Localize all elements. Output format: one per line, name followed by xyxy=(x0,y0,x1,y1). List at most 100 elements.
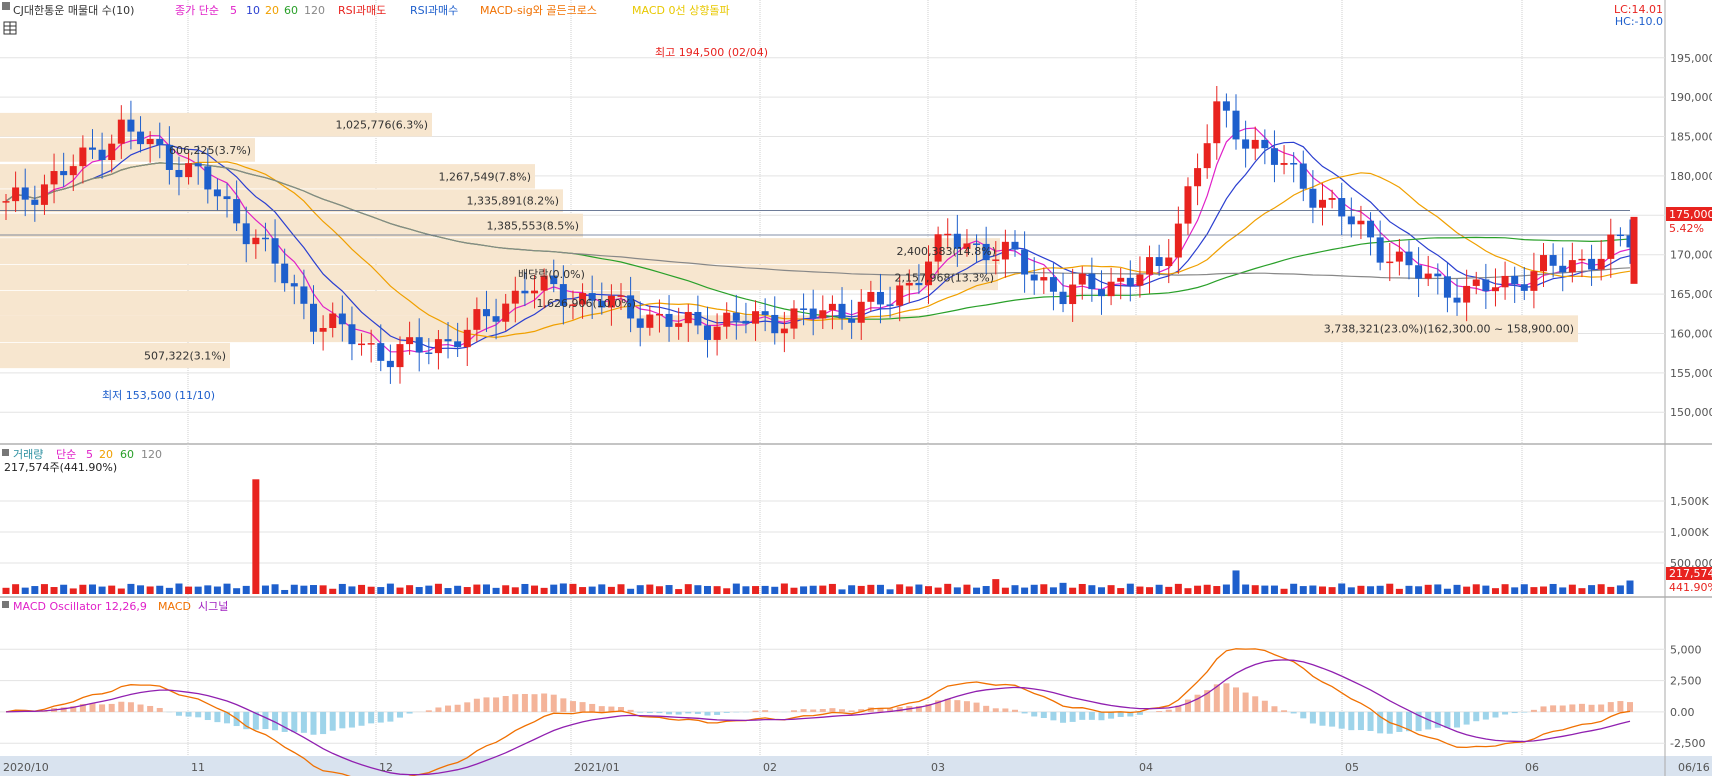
volume-bar xyxy=(1232,570,1240,594)
macd-osc-bar xyxy=(675,711,682,715)
candle-body xyxy=(905,282,913,286)
macd-osc-bar xyxy=(425,710,432,712)
volume-bar xyxy=(627,588,635,594)
candle-body xyxy=(1203,143,1211,169)
macd-osc-bar xyxy=(1550,705,1557,712)
candle-body xyxy=(1415,265,1423,279)
legend-symbol[interactable]: CJ대한통운 매물대 수(10) xyxy=(13,4,134,17)
candle-body xyxy=(1040,277,1048,281)
macd-osc-bar xyxy=(1377,711,1384,734)
candle-body xyxy=(1318,199,1326,208)
macd-osc-bar xyxy=(1569,704,1576,712)
volume-profile-label: 2,400,383(14.8%) xyxy=(896,245,996,258)
volume-bar xyxy=(598,584,606,594)
volume-bar xyxy=(655,586,663,594)
volume-bar xyxy=(1424,584,1432,594)
volume-bar xyxy=(1453,584,1461,594)
volume-bar xyxy=(1376,585,1384,594)
volume-bar xyxy=(1559,587,1567,594)
macd-osc-bar xyxy=(1261,700,1268,712)
legend-ma60: 60 xyxy=(284,4,298,17)
volume-bar xyxy=(511,587,519,594)
macd-osc-bar xyxy=(1578,703,1585,712)
candle-body xyxy=(1597,258,1605,270)
volume-bar xyxy=(1626,580,1634,594)
volume-bar xyxy=(1097,587,1105,594)
candle-body xyxy=(1165,257,1173,267)
macd-osc-bar xyxy=(118,701,125,712)
macd-osc-bar xyxy=(272,711,279,731)
volume-bar xyxy=(1049,587,1057,594)
volume-bar xyxy=(1299,586,1307,594)
candle-body xyxy=(1520,284,1528,291)
candle-body xyxy=(12,187,20,202)
volume-bar xyxy=(1251,585,1259,594)
volume-bar xyxy=(1261,585,1269,594)
candle-body xyxy=(1434,273,1442,277)
volume-bar xyxy=(579,587,587,594)
candle-body xyxy=(1136,274,1144,286)
macd-osc-bar xyxy=(589,703,596,712)
volume-bar xyxy=(1174,583,1182,594)
macd-osc-bar xyxy=(1069,711,1076,722)
volume-bar xyxy=(1328,587,1336,594)
macd-osc-bar xyxy=(1117,711,1124,717)
candle-body xyxy=(1511,275,1519,285)
candle-body xyxy=(1011,241,1019,250)
macd-osc-bar xyxy=(1290,711,1297,714)
volume-bar xyxy=(1463,586,1471,594)
volume-bar xyxy=(944,583,952,594)
macd-osc-bar xyxy=(1540,706,1547,712)
candle-body xyxy=(252,237,260,245)
lc-label: LC:14.01 xyxy=(1614,3,1663,16)
candle-body xyxy=(137,131,145,145)
candle-body xyxy=(242,223,250,245)
candle-body xyxy=(175,169,183,178)
volume-bar xyxy=(694,585,702,594)
candle-body xyxy=(1501,275,1509,288)
macd-osc-bar xyxy=(762,710,769,712)
macd-osc-bar xyxy=(1502,711,1509,715)
signal-line xyxy=(5,659,1631,776)
macd-tick-label: 0.00 xyxy=(1670,706,1695,719)
volume-bar xyxy=(50,587,58,594)
candle-body xyxy=(1376,237,1384,263)
candle-body xyxy=(848,318,856,323)
volume-bar xyxy=(1088,585,1096,594)
macd-osc-bar xyxy=(1425,711,1432,730)
macd-osc-bar xyxy=(89,703,96,712)
volume-bar xyxy=(1578,588,1586,594)
candle-body xyxy=(550,275,558,285)
volume-bar xyxy=(675,589,683,594)
macd-osc-bar xyxy=(887,708,894,712)
candle-body xyxy=(146,138,154,145)
volume-legend-ma120: 120 xyxy=(141,448,162,461)
candle-body xyxy=(963,243,971,249)
candle-body xyxy=(1184,186,1192,224)
candle-body xyxy=(521,290,529,294)
macd-osc-bar xyxy=(1233,687,1240,712)
macd-osc-bar xyxy=(1444,711,1451,728)
macd-osc-bar xyxy=(1434,711,1441,728)
candle-body xyxy=(1030,274,1038,281)
macd-osc-bar xyxy=(300,711,307,733)
volume-bar xyxy=(1059,582,1067,594)
price-tick-label: 185,000 xyxy=(1670,131,1712,144)
candle-body xyxy=(415,337,423,353)
volume-profile-band xyxy=(0,213,583,238)
volume-bar xyxy=(1280,588,1288,594)
candle-body xyxy=(780,328,788,334)
candle-body xyxy=(2,201,10,203)
volume-badge-pct: 441.90% xyxy=(1669,581,1712,594)
macd-osc-bar xyxy=(512,694,519,712)
x-tick-label: 06 xyxy=(1525,761,1539,774)
macd-osc-bar xyxy=(445,705,452,712)
price-tick-label: 155,000 xyxy=(1670,367,1712,380)
macd-osc-bar xyxy=(1156,711,1163,712)
volume-bar xyxy=(367,586,375,594)
legend-ma-label: 종가 단순 xyxy=(175,4,219,17)
volume-bar xyxy=(771,586,779,594)
macd-osc-bar xyxy=(618,707,625,712)
candle-body xyxy=(21,187,29,200)
